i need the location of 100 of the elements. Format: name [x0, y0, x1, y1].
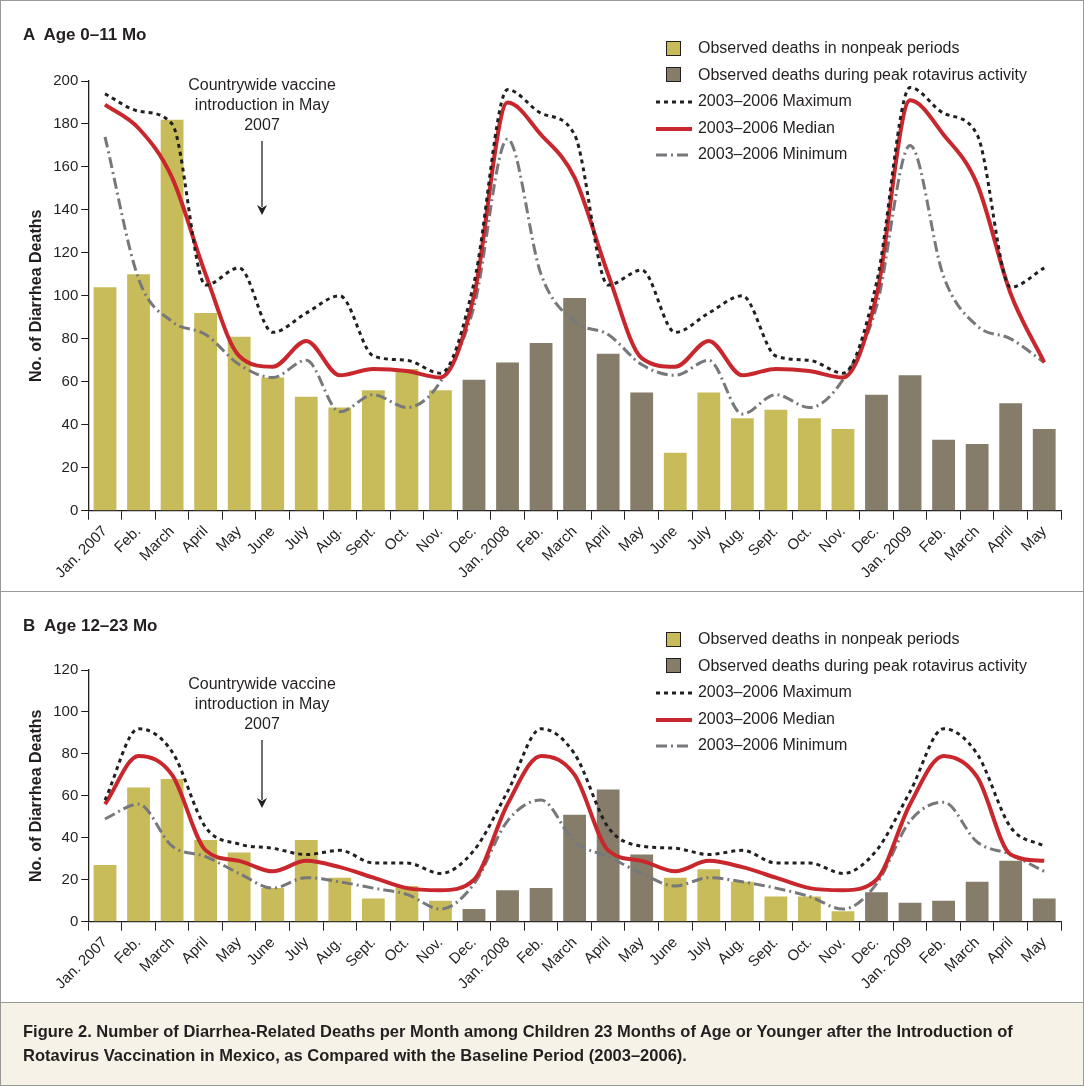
x-tick-label: Aug. [311, 933, 345, 967]
y-tick-label: 60 [61, 785, 79, 803]
bar [529, 343, 553, 511]
y-tick-label: 20 [61, 869, 79, 887]
bar [764, 409, 788, 511]
bar [429, 390, 452, 511]
y-axis-title: No. of Diarrhea Deaths [27, 709, 45, 883]
bar [798, 896, 821, 922]
bar [361, 898, 385, 922]
x-tick-label: Nov. [814, 522, 849, 556]
x-tick-label: Aug. [311, 522, 345, 556]
bar [127, 787, 150, 922]
x-tick-label: May [614, 932, 648, 966]
annotation: Countrywide vaccine introduction in May 2007 [187, 75, 337, 135]
bar [865, 394, 888, 511]
x-tick-label: Oct. [380, 522, 412, 554]
y-tick-label: 140 [53, 200, 79, 218]
bar [227, 336, 251, 511]
bar [898, 902, 922, 922]
x-tick-label: July [682, 521, 715, 553]
bar [93, 287, 117, 511]
chart-title: B Age 12–23 Mo [23, 616, 158, 636]
bar [596, 353, 620, 511]
legend-label: 2003–2006 Minimum [697, 735, 848, 755]
bar [730, 418, 754, 511]
x-tick-label: Dec. [445, 933, 480, 967]
bar [496, 890, 519, 922]
bar [663, 877, 687, 922]
y-tick-label: 100 [53, 702, 79, 720]
y-tick-label: 0 [69, 500, 79, 518]
y-tick-label: 200 [53, 71, 79, 89]
line-series [103, 753, 1047, 893]
y-tick-label: 120 [53, 660, 79, 678]
line-series [103, 798, 1046, 911]
x-tick-label: May [212, 521, 245, 555]
bar [798, 418, 821, 511]
bar [227, 852, 251, 922]
bar [831, 911, 855, 922]
y-tick-label: 80 [61, 328, 79, 346]
annotation: Countrywide vaccine introduction in May 2007 [187, 674, 337, 734]
x-tick-label: May [212, 932, 245, 966]
bar [462, 379, 486, 511]
x-tick-label: May [1017, 521, 1050, 555]
bar [160, 779, 184, 922]
x-tick-label: Aug. [713, 933, 748, 967]
bar [194, 313, 218, 511]
x-tick-label: Dec. [847, 933, 882, 967]
x-tick-label: Nov. [412, 522, 446, 556]
bar [764, 896, 788, 922]
caption: Figure 2. Number of Diarrhea-Related Deaths per Month among Children 23 Months of Age or Younger after the Introduction of Rotavirus Vaccination in Mexico, as Compared with the Baseline Period (2003–2006). [1, 1003, 1083, 1086]
x-tick-label: May [1017, 932, 1050, 966]
bar [1032, 898, 1056, 922]
bar [932, 439, 955, 511]
x-tick-label: May [614, 521, 648, 555]
bar [294, 396, 318, 511]
legend-label: Observed deaths in nonpeak periods [697, 38, 960, 58]
bar [93, 865, 117, 922]
chart-title: A Age 0–11 Mo [23, 25, 147, 45]
x-tick-label: Dec. [445, 522, 480, 556]
x-tick-label: July [682, 932, 715, 964]
bar [965, 881, 989, 922]
legend-label: 2003–2006 Maximum [697, 91, 852, 111]
legend-label: 2003–2006 Median [697, 708, 835, 729]
bar [697, 869, 721, 922]
bar [865, 892, 888, 922]
bar [261, 888, 285, 922]
x-tick-label: Dec. [847, 522, 882, 556]
bar [361, 390, 385, 511]
bar [194, 839, 218, 922]
bar [563, 814, 587, 922]
legend-label: Observed deaths during peak rotavirus activity [697, 655, 1027, 676]
y-tick-label: 180 [53, 114, 79, 132]
bar [999, 403, 1023, 511]
bar [596, 789, 620, 922]
legend-label: 2003–2006 Minimum [697, 144, 848, 164]
y-tick-label: 120 [53, 243, 79, 261]
y-tick-label: 40 [61, 414, 79, 432]
bar [294, 839, 318, 922]
bar [563, 297, 587, 511]
x-tick-label: Oct. [782, 522, 815, 554]
bar [127, 274, 150, 511]
bar [831, 429, 855, 511]
y-tick-label: 60 [61, 371, 79, 389]
x-tick-label: Aug. [713, 522, 748, 556]
bar [261, 377, 285, 511]
x-tick-label: July [280, 521, 312, 553]
y-axis-title: No. of Diarrhea Deaths [27, 209, 45, 383]
bar [730, 881, 754, 922]
y-tick-label: 40 [61, 827, 79, 845]
legend-label: 2003–2006 Median [697, 117, 835, 138]
x-tick-label: Nov. [814, 933, 849, 967]
x-tick-label: July [280, 932, 312, 964]
x-tick-label: Nov. [412, 933, 446, 967]
x-tick-label: Oct. [782, 933, 815, 965]
legend-label: Observed deaths in nonpeak periods [697, 629, 960, 649]
y-tick-label: 80 [61, 744, 79, 762]
x-tick-label: Oct. [380, 933, 412, 965]
bar [932, 900, 955, 922]
legend-label: 2003–2006 Maximum [697, 682, 852, 702]
bar [697, 392, 721, 511]
